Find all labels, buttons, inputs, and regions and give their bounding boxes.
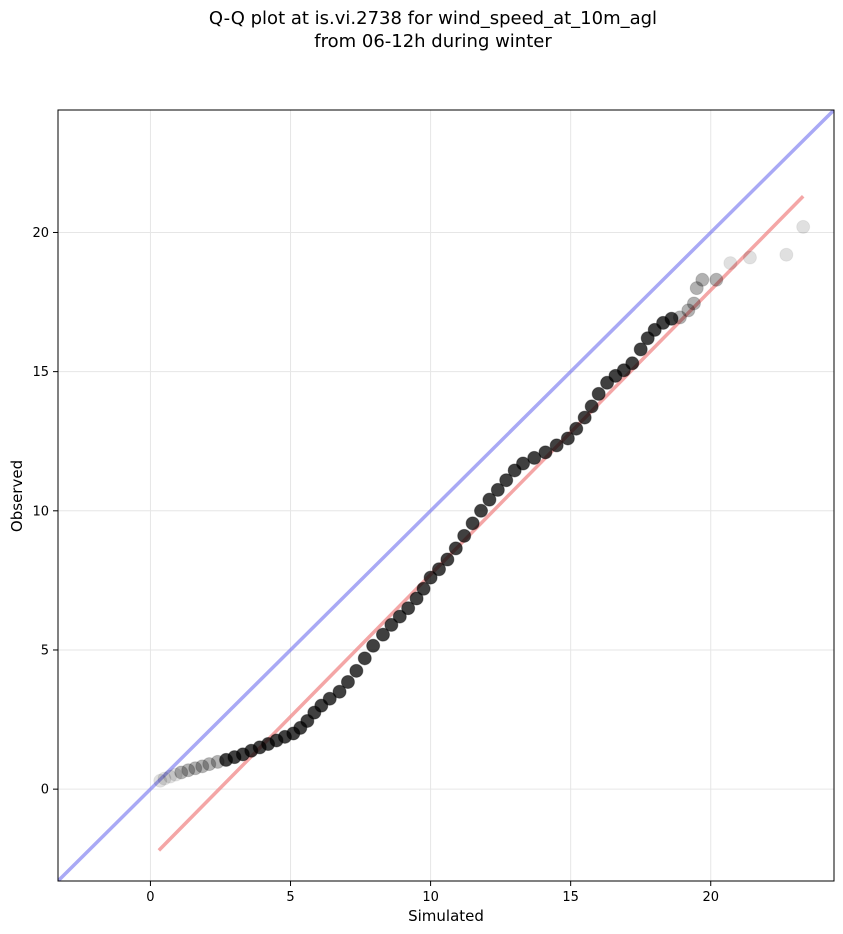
- qq-point: [357, 651, 372, 666]
- qq-point: [322, 691, 337, 706]
- qq-point: [625, 356, 640, 371]
- grid-lines: [58, 110, 834, 881]
- plot-frame: [57, 109, 835, 882]
- qq-point: [195, 759, 210, 774]
- reference-lines: [58, 110, 834, 881]
- qq-point: [689, 281, 704, 296]
- y-axis-label: Observed: [8, 460, 26, 532]
- qq-point: [516, 456, 531, 471]
- qq-point: [796, 219, 811, 234]
- x-tick-label: 15: [562, 890, 579, 905]
- qq-point: [779, 247, 794, 262]
- qq-point: [366, 638, 381, 653]
- qq-point: [681, 303, 696, 318]
- y-tick-label: 5: [41, 643, 49, 658]
- x-tick-label: 10: [422, 890, 439, 905]
- qq-point: [401, 601, 416, 616]
- qq-point: [188, 761, 203, 776]
- x-tick-label: 20: [702, 890, 719, 905]
- identity-line: [58, 110, 834, 881]
- qq-point: [664, 311, 679, 326]
- qq-point: [549, 438, 564, 453]
- qq-point: [409, 591, 424, 606]
- qq-point: [591, 386, 606, 401]
- axis-ticks: 0 5 10 15 20 0 5 10 15 20: [32, 226, 719, 905]
- qq-point: [672, 310, 687, 325]
- qq-point: [332, 684, 347, 699]
- qq-point: [465, 516, 480, 531]
- qq-point: [163, 769, 178, 784]
- qq-point: [423, 570, 438, 585]
- qq-point: [723, 256, 738, 271]
- qq-point: [416, 581, 431, 596]
- chart-title-line-2: from 06-12h during winter: [314, 31, 552, 52]
- y-tick-label: 10: [32, 504, 49, 519]
- qq-point: [499, 473, 514, 488]
- qq-point: [340, 674, 355, 689]
- qq-point: [686, 296, 701, 311]
- y-tick-label: 0: [41, 783, 49, 798]
- qq-point: [440, 552, 455, 567]
- data-points: [153, 219, 811, 788]
- qq-point: [384, 617, 399, 632]
- qq-point: [482, 492, 497, 507]
- qq-point: [153, 773, 168, 788]
- qq-point: [633, 342, 648, 357]
- qq-point: [375, 627, 390, 642]
- qq-point: [181, 763, 196, 778]
- qq-point: [742, 250, 757, 265]
- qq-point: [577, 410, 592, 425]
- chart-title-line-1: Q-Q plot at is.vi.2738 for wind_speed_at…: [209, 8, 657, 29]
- qq-point: [448, 541, 463, 556]
- qq-point: [709, 272, 724, 287]
- qq-point: [584, 399, 599, 414]
- qq-point: [202, 757, 217, 772]
- qq-point: [174, 765, 189, 780]
- qq-point: [349, 663, 364, 678]
- qq-point: [569, 421, 584, 436]
- x-tick-label: 5: [286, 890, 294, 905]
- qq-point: [527, 450, 542, 465]
- qq-point: [474, 503, 489, 518]
- qq-point: [431, 562, 446, 577]
- qq-point: [695, 272, 710, 287]
- qq-point: [157, 771, 172, 786]
- y-tick-label: 15: [32, 365, 49, 380]
- qq-point: [560, 431, 575, 446]
- x-tick-label: 0: [146, 890, 154, 905]
- qq-point: [392, 609, 407, 624]
- qq-point: [490, 482, 505, 497]
- y-tick-label: 20: [32, 226, 49, 241]
- qq-point: [538, 445, 553, 460]
- qq-point: [457, 528, 472, 543]
- x-axis-label: Simulated: [408, 907, 484, 925]
- qq-point: [168, 767, 183, 782]
